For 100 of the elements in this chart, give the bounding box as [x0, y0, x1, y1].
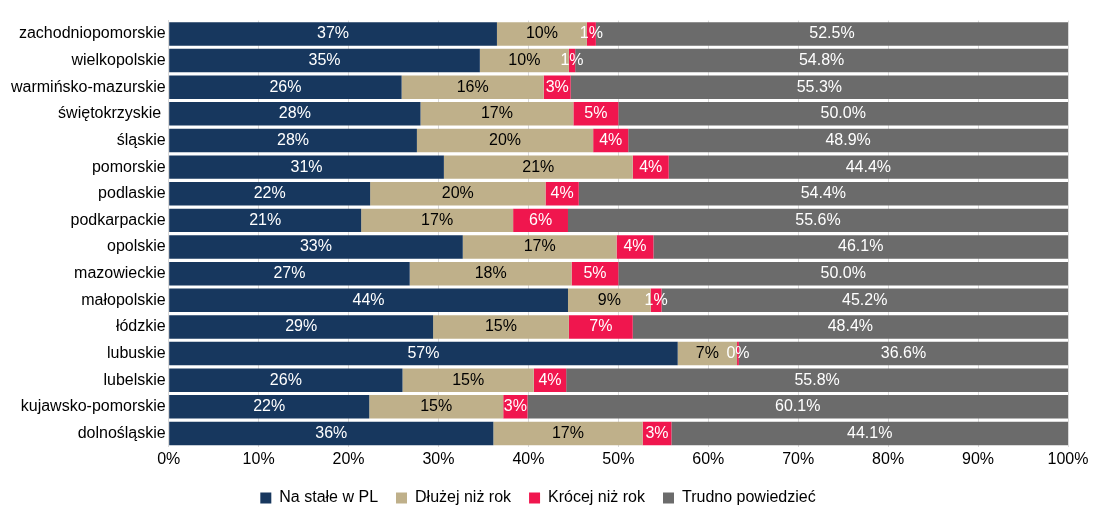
- data-label: 55.6%: [795, 210, 841, 228]
- x-tick-label: 70%: [782, 449, 815, 467]
- bar: [653, 235, 1068, 259]
- bar: [169, 235, 463, 259]
- bar: [169, 102, 421, 126]
- data-label: 35%: [308, 50, 341, 68]
- data-label: 15%: [452, 370, 485, 388]
- bar: [169, 48, 480, 73]
- bar: [169, 421, 494, 446]
- y-tick-label: małopolskie: [81, 290, 166, 308]
- bar: [169, 128, 417, 153]
- bar: [169, 368, 403, 392]
- x-tick-label: 0%: [157, 449, 181, 467]
- bar: [169, 288, 568, 313]
- data-label: 16%: [456, 77, 489, 95]
- bar: [169, 22, 497, 46]
- y-tick-label: mazowieckie: [74, 264, 166, 282]
- data-label: 4%: [550, 184, 574, 202]
- data-label: 10%: [525, 24, 558, 42]
- data-label: 10%: [508, 50, 541, 68]
- data-label: 55.3%: [796, 77, 843, 95]
- x-tick-label: 10%: [242, 449, 275, 467]
- data-label: 22%: [253, 184, 286, 202]
- data-label: 1%: [579, 24, 603, 42]
- data-label: 5%: [583, 264, 607, 282]
- x-tick-label: 60%: [692, 449, 725, 467]
- data-label: 37%: [317, 24, 350, 42]
- data-label: 26%: [269, 370, 302, 388]
- data-label: 6%: [529, 210, 553, 228]
- data-label: 29%: [285, 317, 318, 335]
- data-label: 20%: [489, 130, 522, 148]
- y-tick-label: dolnośląskie: [77, 423, 166, 441]
- legend-label: Na stałe w PL: [279, 488, 379, 506]
- bar: [402, 368, 534, 392]
- bar: [568, 315, 633, 339]
- bar: [169, 75, 402, 99]
- bar: [462, 235, 617, 259]
- y-tick-label: opolskie: [106, 237, 166, 255]
- bar: [169, 155, 444, 179]
- bar: [169, 315, 434, 339]
- bar: [369, 395, 504, 419]
- data-label: 54.4%: [800, 184, 847, 202]
- y-tick-label: warmińsko-mazurskie: [9, 77, 166, 95]
- data-label: 22%: [253, 397, 286, 415]
- data-label: 31%: [290, 157, 323, 175]
- bar: [668, 155, 1068, 179]
- data-label: 50.0%: [820, 104, 866, 122]
- bar: [578, 182, 1068, 206]
- data-label: 45.2%: [842, 290, 888, 308]
- bar: [618, 261, 1068, 286]
- legend-label: Dłużej niż rok: [415, 488, 513, 506]
- y-tick-label: kujawsko-pomorskie: [20, 397, 166, 415]
- bar: [370, 182, 546, 206]
- data-label: 28%: [277, 130, 310, 148]
- bar: [567, 208, 1068, 233]
- data-label: 60.1%: [775, 397, 821, 415]
- y-tick-label: pomorskie: [91, 157, 166, 175]
- data-label: 57%: [407, 343, 440, 361]
- x-tick-label: 30%: [422, 449, 455, 467]
- bar: [443, 155, 633, 179]
- data-label: 17%: [523, 237, 556, 255]
- bar: [493, 421, 643, 446]
- data-label: 3%: [545, 77, 569, 95]
- data-label: 50.0%: [820, 264, 866, 282]
- bar: [169, 261, 410, 286]
- bar: [169, 182, 371, 206]
- data-label: 54.8%: [798, 50, 845, 68]
- data-label: 15%: [484, 317, 517, 335]
- bar: [618, 102, 1068, 126]
- bar: [671, 421, 1068, 446]
- data-label: 18%: [474, 264, 507, 282]
- bar: [409, 261, 572, 286]
- data-label: 36.6%: [880, 343, 927, 361]
- legend-label: Trudno powiedzieć: [681, 488, 816, 506]
- y-tick-label: łódzkie: [115, 317, 166, 335]
- bar: [361, 208, 514, 233]
- bar: [570, 75, 1068, 99]
- data-label: 3%: [645, 423, 669, 441]
- data-label: 17%: [480, 104, 513, 122]
- y-tick-label: świętokrzyskie: [58, 104, 166, 122]
- data-label: 7%: [589, 317, 613, 335]
- bar: [169, 208, 362, 233]
- x-tick-label: 90%: [962, 449, 995, 467]
- y-tick-label: zachodniopomorskie: [18, 24, 166, 42]
- data-label: 48.9%: [825, 130, 871, 148]
- data-label: 28%: [278, 104, 311, 122]
- x-tick-label: 80%: [872, 449, 905, 467]
- data-label: 15%: [420, 397, 453, 415]
- data-label: 46.1%: [838, 237, 884, 255]
- data-label: 48.4%: [827, 317, 874, 335]
- bar: [632, 315, 1068, 339]
- data-label: 4%: [623, 237, 647, 255]
- data-label: 26%: [269, 77, 302, 95]
- bar: [169, 341, 678, 366]
- data-label: 5%: [584, 104, 608, 122]
- data-label: 4%: [599, 130, 623, 148]
- bar: [628, 128, 1068, 153]
- data-label: 44.4%: [845, 157, 892, 175]
- x-tick-label: 40%: [512, 449, 545, 467]
- data-label: 20%: [441, 184, 474, 202]
